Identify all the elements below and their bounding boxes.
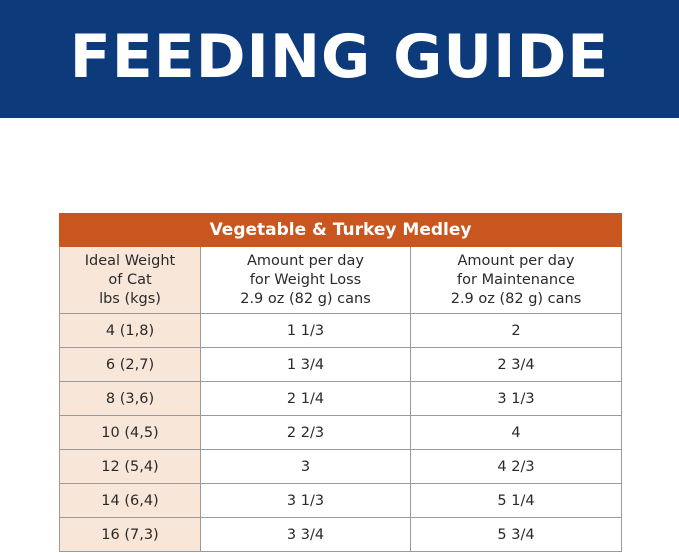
title-banner: FEEDING GUIDE — [0, 0, 679, 118]
maintenance-cell: 4 2/3 — [409, 449, 623, 484]
header-line: Ideal Weight — [84, 252, 176, 269]
weight-loss-cell: 1 1/3 — [200, 313, 411, 348]
table-row: 16 (7,3) 3 3/4 5 3/4 — [59, 517, 623, 552]
weight-loss-cell: 3 3/4 — [200, 517, 411, 552]
maintenance-cell: 2 — [409, 313, 623, 348]
table-row: 12 (5,4) 3 4 2/3 — [59, 449, 623, 484]
product-header-row: Vegetable & Turkey Medley — [58, 213, 623, 247]
weight-cell: 12 (5,4) — [59, 449, 201, 484]
table-row: 10 (4,5) 2 2/3 4 — [59, 415, 623, 450]
header-line: Amount per day — [247, 252, 364, 269]
column-header-weight-loss: Amount per day for Weight Loss 2.9 oz (8… — [200, 246, 411, 314]
page-title: FEEDING GUIDE — [69, 22, 610, 92]
column-header-maintenance: Amount per day for Maintenance 2.9 oz (8… — [409, 246, 623, 314]
table-row: 4 (1,8) 1 1/3 2 — [59, 313, 623, 348]
weight-loss-cell: 1 3/4 — [200, 347, 411, 382]
weight-cell: 14 (6,4) — [59, 483, 201, 518]
header-line: Amount per day — [457, 252, 575, 269]
weight-cell: 10 (4,5) — [59, 415, 201, 450]
header-line: for Weight Loss — [249, 271, 362, 288]
weight-cell: 16 (7,3) — [59, 517, 201, 552]
header-line: lbs (kgs) — [99, 290, 161, 307]
maintenance-cell: 3 1/3 — [409, 381, 623, 416]
header-line: for Maintenance — [457, 271, 575, 288]
weight-loss-cell: 3 1/3 — [200, 483, 411, 518]
weight-loss-cell: 2 2/3 — [200, 415, 411, 450]
weight-cell: 6 (2,7) — [59, 347, 201, 382]
maintenance-cell: 5 3/4 — [409, 517, 623, 552]
table-row: 8 (3,6) 2 1/4 3 1/3 — [59, 381, 623, 416]
feeding-guide-table: Vegetable & Turkey Medley Ideal Weight o… — [58, 213, 623, 552]
weight-cell: 8 (3,6) — [59, 381, 201, 416]
maintenance-cell: 4 — [409, 415, 623, 450]
weight-cell: 4 (1,8) — [59, 313, 201, 348]
column-header-row: Ideal Weight of Cat lbs (kgs) Amount per… — [59, 246, 623, 314]
maintenance-cell: 2 3/4 — [409, 347, 623, 382]
header-line: 2.9 oz (82 g) cans — [240, 290, 371, 307]
maintenance-cell: 5 1/4 — [409, 483, 623, 518]
header-line: 2.9 oz (82 g) cans — [450, 290, 582, 307]
table-row: 6 (2,7) 1 3/4 2 3/4 — [59, 347, 623, 382]
product-name: Vegetable & Turkey Medley — [58, 213, 623, 247]
header-line: of Cat — [108, 271, 152, 288]
weight-loss-cell: 2 1/4 — [200, 381, 411, 416]
table-row: 14 (6,4) 3 1/3 5 1/4 — [59, 483, 623, 518]
weight-loss-cell: 3 — [200, 449, 411, 484]
column-header-weight: Ideal Weight of Cat lbs (kgs) — [59, 246, 201, 314]
